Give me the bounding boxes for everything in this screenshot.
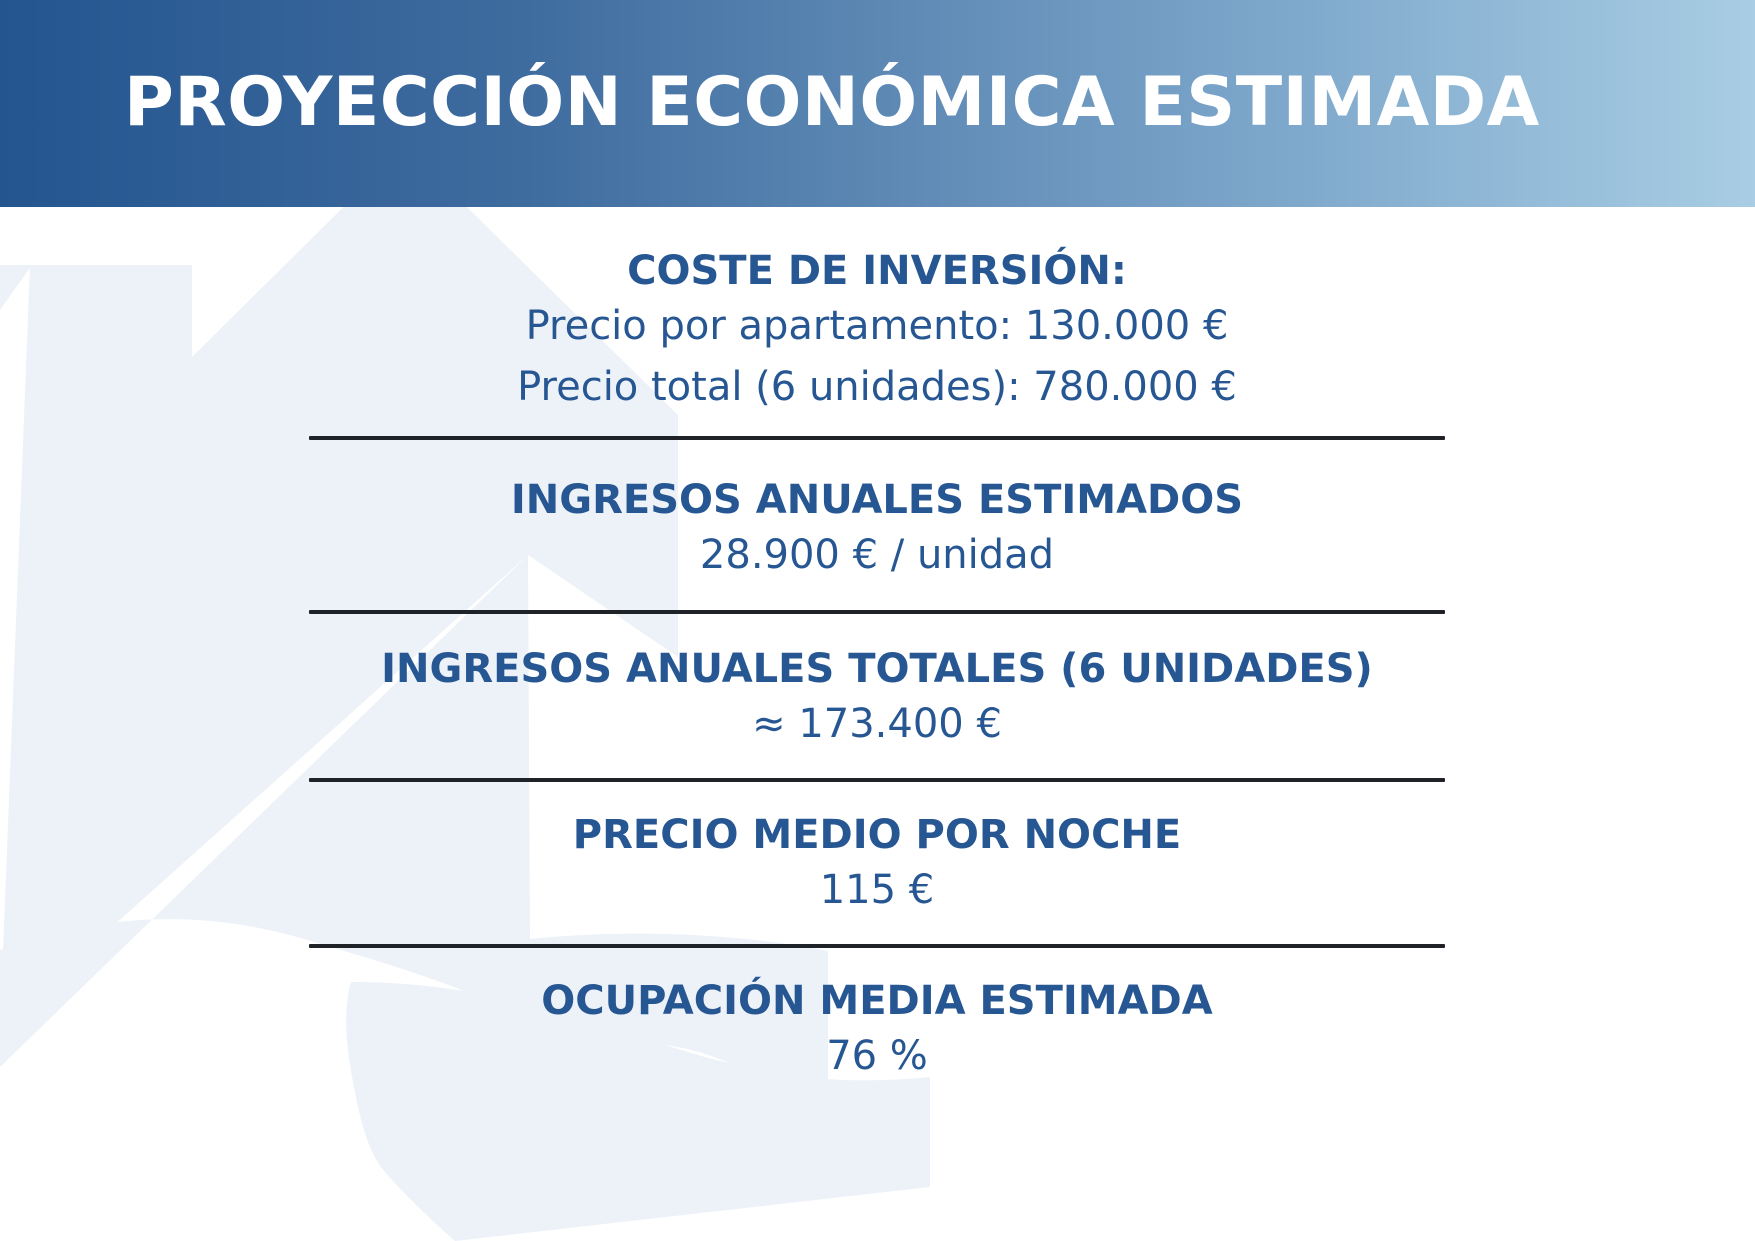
house-in-hand-icon	[0, 207, 930, 1241]
average-night-price-heading: PRECIO MEDIO POR NOCHE	[572, 812, 1182, 858]
economic-summary: COSTE DE INVERSIÓN: Precio por apartamen…	[309, 236, 1445, 1087]
total-annual-income-heading: INGRESOS ANUALES TOTALES (6 UNIDADES)	[381, 646, 1373, 692]
average-occupancy-heading: OCUPACIÓN MEDIA ESTIMADA	[541, 978, 1213, 1024]
header-banner: PROYECCIÓN ECONÓMICA ESTIMADA	[0, 0, 1755, 207]
section-divider	[309, 778, 1445, 782]
price-per-apartment: Precio por apartamento: 130.000 €	[525, 303, 1229, 349]
annual-income-heading: INGRESOS ANUALES ESTIMADOS	[510, 477, 1244, 523]
page-title: PROYECCIÓN ECONÓMICA ESTIMADA	[124, 63, 1540, 142]
average-night-price-section: PRECIO MEDIO POR NOCHE 115 €	[309, 782, 1445, 944]
section-divider	[309, 436, 1445, 440]
total-price: Precio total (6 unidades): 780.000 €	[517, 364, 1237, 410]
investment-cost-section: COSTE DE INVERSIÓN: Precio por apartamen…	[309, 236, 1445, 436]
section-divider	[309, 944, 1445, 948]
annual-income-section: INGRESOS ANUALES ESTIMADOS 28.900 € / un…	[309, 440, 1445, 610]
annual-income-value: 28.900 € / unidad	[699, 532, 1055, 578]
total-annual-income-section: INGRESOS ANUALES TOTALES (6 UNIDADES) ≈ …	[309, 614, 1445, 778]
investment-cost-heading: COSTE DE INVERSIÓN:	[627, 248, 1127, 294]
section-divider	[309, 610, 1445, 614]
total-annual-income-value: ≈ 173.400 €	[752, 701, 1002, 747]
average-night-price-value: 115 €	[819, 867, 935, 913]
average-occupancy-section: OCUPACIÓN MEDIA ESTIMADA 76 %	[309, 948, 1445, 1087]
average-occupancy-value: 76 %	[826, 1033, 928, 1079]
